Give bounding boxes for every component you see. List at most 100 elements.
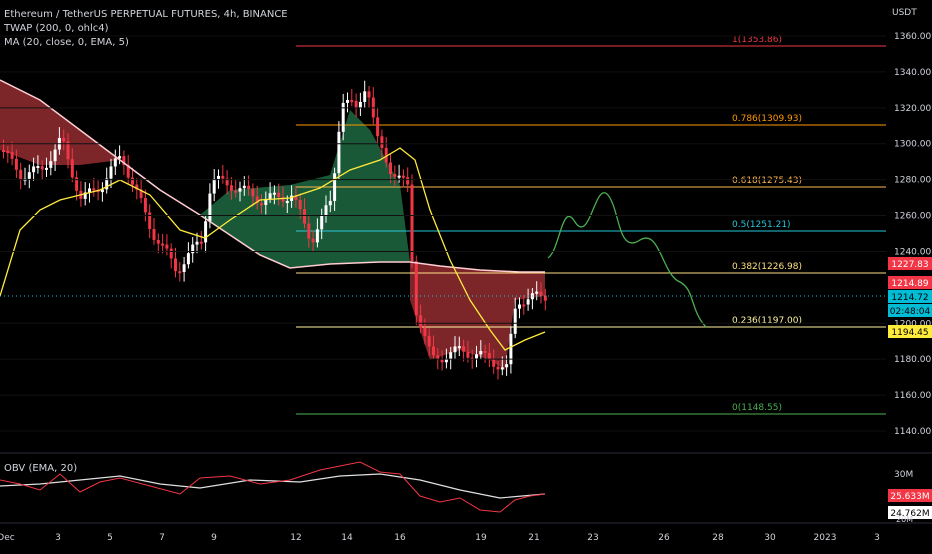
candle-body xyxy=(307,223,311,239)
candle-body xyxy=(281,197,285,202)
candle-body xyxy=(40,166,44,170)
candle-body xyxy=(298,199,302,210)
candle-body xyxy=(380,136,384,148)
candle-body xyxy=(247,185,251,189)
ema-line xyxy=(0,147,546,351)
ema-legend[interactable]: MA (20, close, 0, EMA, 5) xyxy=(4,37,129,48)
candle-body xyxy=(423,327,427,336)
fib-level-label: 0.618(1275.43) xyxy=(732,176,802,186)
time-tick-label: 28 xyxy=(712,533,724,543)
obv-line xyxy=(0,461,546,513)
twap-legend[interactable]: TWAP (200, 0, ohlc4) xyxy=(4,23,109,34)
candle-body xyxy=(14,158,18,170)
candle-body xyxy=(389,162,392,174)
time-tick-label: 16 xyxy=(394,533,406,543)
fib-level-label: 0.382(1226.98) xyxy=(732,262,802,272)
candle-body xyxy=(88,188,91,193)
candle-body xyxy=(100,189,104,193)
price-tick-label: 1180.00 xyxy=(894,355,931,365)
price-tick-label: 1300.00 xyxy=(894,140,931,150)
candle-body xyxy=(255,196,259,204)
time-tick-label: 9 xyxy=(211,533,217,543)
candle-body xyxy=(62,137,66,142)
projection-line xyxy=(547,192,707,328)
price-tick-label: 1160.00 xyxy=(894,391,931,401)
candle-body xyxy=(75,177,79,191)
obv-badge-label: 24.762M xyxy=(890,509,929,519)
candle-body xyxy=(6,150,10,153)
time-tick-label: 5 xyxy=(107,533,113,543)
candle-body xyxy=(126,165,130,178)
candle-body xyxy=(449,352,453,360)
candle-body xyxy=(406,177,410,185)
candle-body xyxy=(475,354,478,359)
candle-body xyxy=(260,203,263,206)
red-cloud xyxy=(0,80,200,215)
time-tick-label: 26 xyxy=(658,533,670,543)
symbol-title[interactable]: Ethereum / TetherUS PERPETUAL FUTURES, 4… xyxy=(4,9,288,20)
obv-badge-label: 25.633M xyxy=(890,492,929,502)
candle-body xyxy=(328,200,332,206)
time-tick-label: 19 xyxy=(475,533,487,543)
candle-body xyxy=(500,367,504,370)
candle-body xyxy=(27,172,31,179)
candle-body xyxy=(337,131,341,174)
fib-retracement[interactable]: 1(1353.86) 0.786(1309.93) 0.618(1275.43) 0.… xyxy=(296,35,886,415)
candle-body xyxy=(186,253,190,265)
candle-body xyxy=(169,248,173,259)
candle-body xyxy=(354,100,358,108)
candle-body xyxy=(182,264,186,273)
candle-body xyxy=(346,100,349,103)
price-badge-label: 1214.89 xyxy=(891,279,928,289)
red-cloud xyxy=(410,262,545,370)
price-badge-label: 02:48:04 xyxy=(890,307,931,317)
obv-badge xyxy=(888,506,932,519)
time-tick-label: 7 xyxy=(159,533,165,543)
candle-body xyxy=(174,258,177,272)
candle-body xyxy=(191,244,195,254)
candle-body xyxy=(131,177,134,185)
candle-body xyxy=(212,178,216,194)
candle-body xyxy=(122,156,126,166)
fib-level-label: 0(1148.55) xyxy=(732,403,782,413)
time-tick-label: 21 xyxy=(528,533,539,543)
candle-body xyxy=(268,193,272,199)
price-badge xyxy=(888,290,932,303)
candle-body xyxy=(535,291,539,294)
obv-legend[interactable]: OBV (EMA, 20) xyxy=(4,463,78,474)
candle-body xyxy=(526,299,530,305)
candle-body xyxy=(143,198,147,213)
green-cloud xyxy=(200,110,410,268)
candle-body xyxy=(427,335,431,347)
candle-body xyxy=(303,209,306,224)
candle-body xyxy=(509,333,513,365)
price-badge-label: 1194.45 xyxy=(891,328,928,338)
candle-body xyxy=(225,178,229,186)
candle-body xyxy=(217,175,220,179)
candle-body xyxy=(333,173,337,201)
candle-body xyxy=(251,188,255,197)
candle-body xyxy=(315,229,319,243)
candle-body xyxy=(165,244,169,249)
candle-body xyxy=(324,205,328,216)
time-tick-label: 3 xyxy=(55,533,61,543)
candle-body xyxy=(242,185,246,189)
twap-line xyxy=(0,79,545,273)
candle-body xyxy=(161,243,165,246)
candle-body xyxy=(397,175,401,178)
price-tick-label: 1240.00 xyxy=(894,247,931,257)
time-tick-label: Dec xyxy=(0,533,15,543)
candle-body xyxy=(178,271,182,274)
candle-body xyxy=(522,304,526,307)
candle-body xyxy=(350,100,354,103)
candle-body xyxy=(358,101,362,108)
candle-body xyxy=(148,212,152,229)
projection-path[interactable] xyxy=(547,192,707,328)
candle-body xyxy=(341,102,345,132)
currency-label[interactable]: USDT xyxy=(892,8,917,18)
price-badge-label: 1214.72 xyxy=(891,293,928,303)
candle-body xyxy=(32,166,36,173)
